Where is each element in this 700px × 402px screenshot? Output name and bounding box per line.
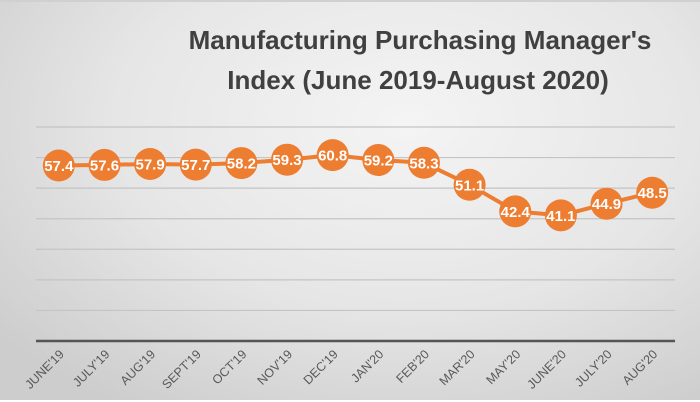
data-point-marker [179, 148, 212, 181]
data-label: 41.1 [546, 208, 575, 225]
data-point-marker [453, 168, 486, 201]
data-point-marker [636, 176, 669, 209]
x-tick-label: FEB'20 [393, 347, 432, 386]
data-point-marker [42, 149, 75, 182]
data-point-marker [225, 147, 258, 180]
x-tick-label: JULY'19 [70, 347, 112, 389]
data-label: 59.3 [272, 152, 301, 169]
data-point-marker [271, 143, 304, 176]
data-label: 48.5 [638, 185, 667, 202]
x-tick-label: JUNE'19 [22, 347, 67, 392]
gridlines [36, 126, 675, 312]
x-tick-label: AUG'20 [620, 347, 661, 388]
data-label: 51.1 [455, 177, 484, 194]
chart-title-line-2: Index (June 2019-August 2020) [227, 65, 608, 95]
x-tick-label: MAY'20 [483, 347, 523, 387]
data-point-marker [362, 144, 395, 177]
x-tick-label: JAN'20 [348, 347, 386, 385]
data-label: 58.3 [409, 155, 438, 172]
data-label: 58.2 [227, 156, 256, 173]
data-point-marker [316, 139, 349, 172]
x-tick-label: JULY'20 [572, 347, 614, 389]
data-point-marker [88, 148, 121, 181]
data-point-marker [544, 199, 577, 232]
chart-title: Manufacturing Purchasing Manager's Index… [189, 25, 652, 95]
data-point-marker [499, 195, 532, 228]
data-label: 57.7 [181, 157, 210, 174]
data-label: 57.9 [136, 156, 165, 173]
series-pmi: 57.4 57.6 57.9 57.7 58.2 59.3 60.8 59.2 58.3 51.1… [42, 139, 669, 232]
x-tick-label: NOV'19 [255, 347, 296, 388]
x-tick-label: JUNE'20 [525, 347, 570, 392]
data-point-marker [590, 187, 623, 220]
data-label: 60.8 [318, 148, 347, 165]
data-label: 57.6 [90, 157, 119, 174]
data-label: 59.2 [364, 153, 393, 170]
x-tick-label: MAR'20 [437, 347, 478, 388]
x-tick-labels: JUNE'19 JULY'19 AUG'19 SEPT'19 OCT'19 NOV'19 D… [22, 347, 660, 392]
data-point-marker [407, 146, 440, 179]
data-point-marker [134, 147, 167, 180]
chart-title-line-1: Manufacturing Purchasing Manager's [189, 25, 652, 55]
x-tick-label: OCT'19 [209, 347, 249, 387]
data-label: 42.4 [501, 204, 531, 221]
data-label: 57.4 [44, 158, 74, 175]
x-tick-label: DEC'19 [301, 347, 341, 387]
data-label: 44.9 [592, 196, 621, 213]
x-tick-label: SEPT'19 [159, 347, 204, 392]
x-tick-label: AUG'19 [118, 347, 159, 388]
